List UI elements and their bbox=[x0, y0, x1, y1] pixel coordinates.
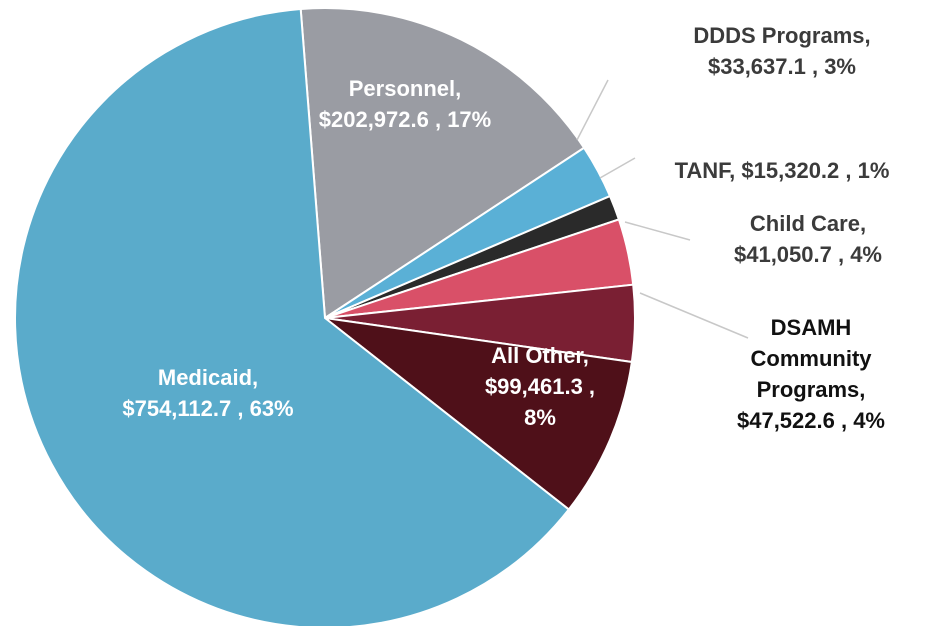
slice-label-line: Child Care, bbox=[750, 211, 866, 236]
slice-label-line: $99,461.3 , bbox=[485, 374, 595, 399]
slice-label-line: Programs, bbox=[757, 377, 866, 402]
slice-label-line: TANF, $15,320.2 , 1% bbox=[675, 158, 890, 183]
slice-label-line: Medicaid, bbox=[158, 365, 258, 390]
slice-label-line: $41,050.7 , 4% bbox=[734, 242, 882, 267]
slice-label-line: DSAMH bbox=[771, 315, 852, 340]
slice-label-ddds-programs: DDDS Programs, $33,637.1 , 3% bbox=[693, 23, 870, 79]
leader-line-dsamh-community-programs bbox=[639, 292, 749, 339]
slice-label-line: Personnel, bbox=[349, 76, 461, 101]
slice-label-all-other: All Other, $99,461.3 , 8% bbox=[485, 343, 595, 430]
labels-layer: Personnel, $202,972.6 , 17% DDDS Programs,… bbox=[122, 23, 889, 433]
pie-slice-all-other bbox=[321, 316, 633, 511]
pie-slice-medicaid bbox=[14, 7, 571, 626]
leader-line-ddds-programs bbox=[576, 79, 609, 141]
slice-label-line: $202,972.6 , 17% bbox=[319, 107, 491, 132]
slice-label-personnel: Personnel, $202,972.6 , 17% bbox=[319, 76, 491, 132]
slice-label-line: All Other, bbox=[491, 343, 589, 368]
slice-label-line: DDDS Programs, bbox=[693, 23, 870, 48]
leader-line-child-care bbox=[624, 221, 691, 241]
slice-label-line: Community bbox=[751, 346, 873, 371]
slices-layer bbox=[14, 7, 636, 626]
slice-label-line: $33,637.1 , 3% bbox=[708, 54, 856, 79]
pie-slice-personnel bbox=[299, 7, 586, 320]
leader-lines-layer bbox=[576, 79, 749, 339]
slice-label-tanf: TANF, $15,320.2 , 1% bbox=[675, 158, 890, 183]
slice-label-medicaid: Medicaid, $754,112.7 , 63% bbox=[122, 365, 293, 421]
slice-label-line: $754,112.7 , 63% bbox=[122, 396, 293, 421]
leader-line-tanf bbox=[599, 157, 636, 179]
slice-label-line: $47,522.6 , 4% bbox=[737, 408, 885, 433]
slice-label-child-care: Child Care, $41,050.7 , 4% bbox=[734, 211, 882, 267]
slice-label-line: 8% bbox=[524, 405, 556, 430]
slice-label-dsamh-community-programs: DSAMH Community Programs, $47,522.6 , 4% bbox=[737, 315, 885, 433]
